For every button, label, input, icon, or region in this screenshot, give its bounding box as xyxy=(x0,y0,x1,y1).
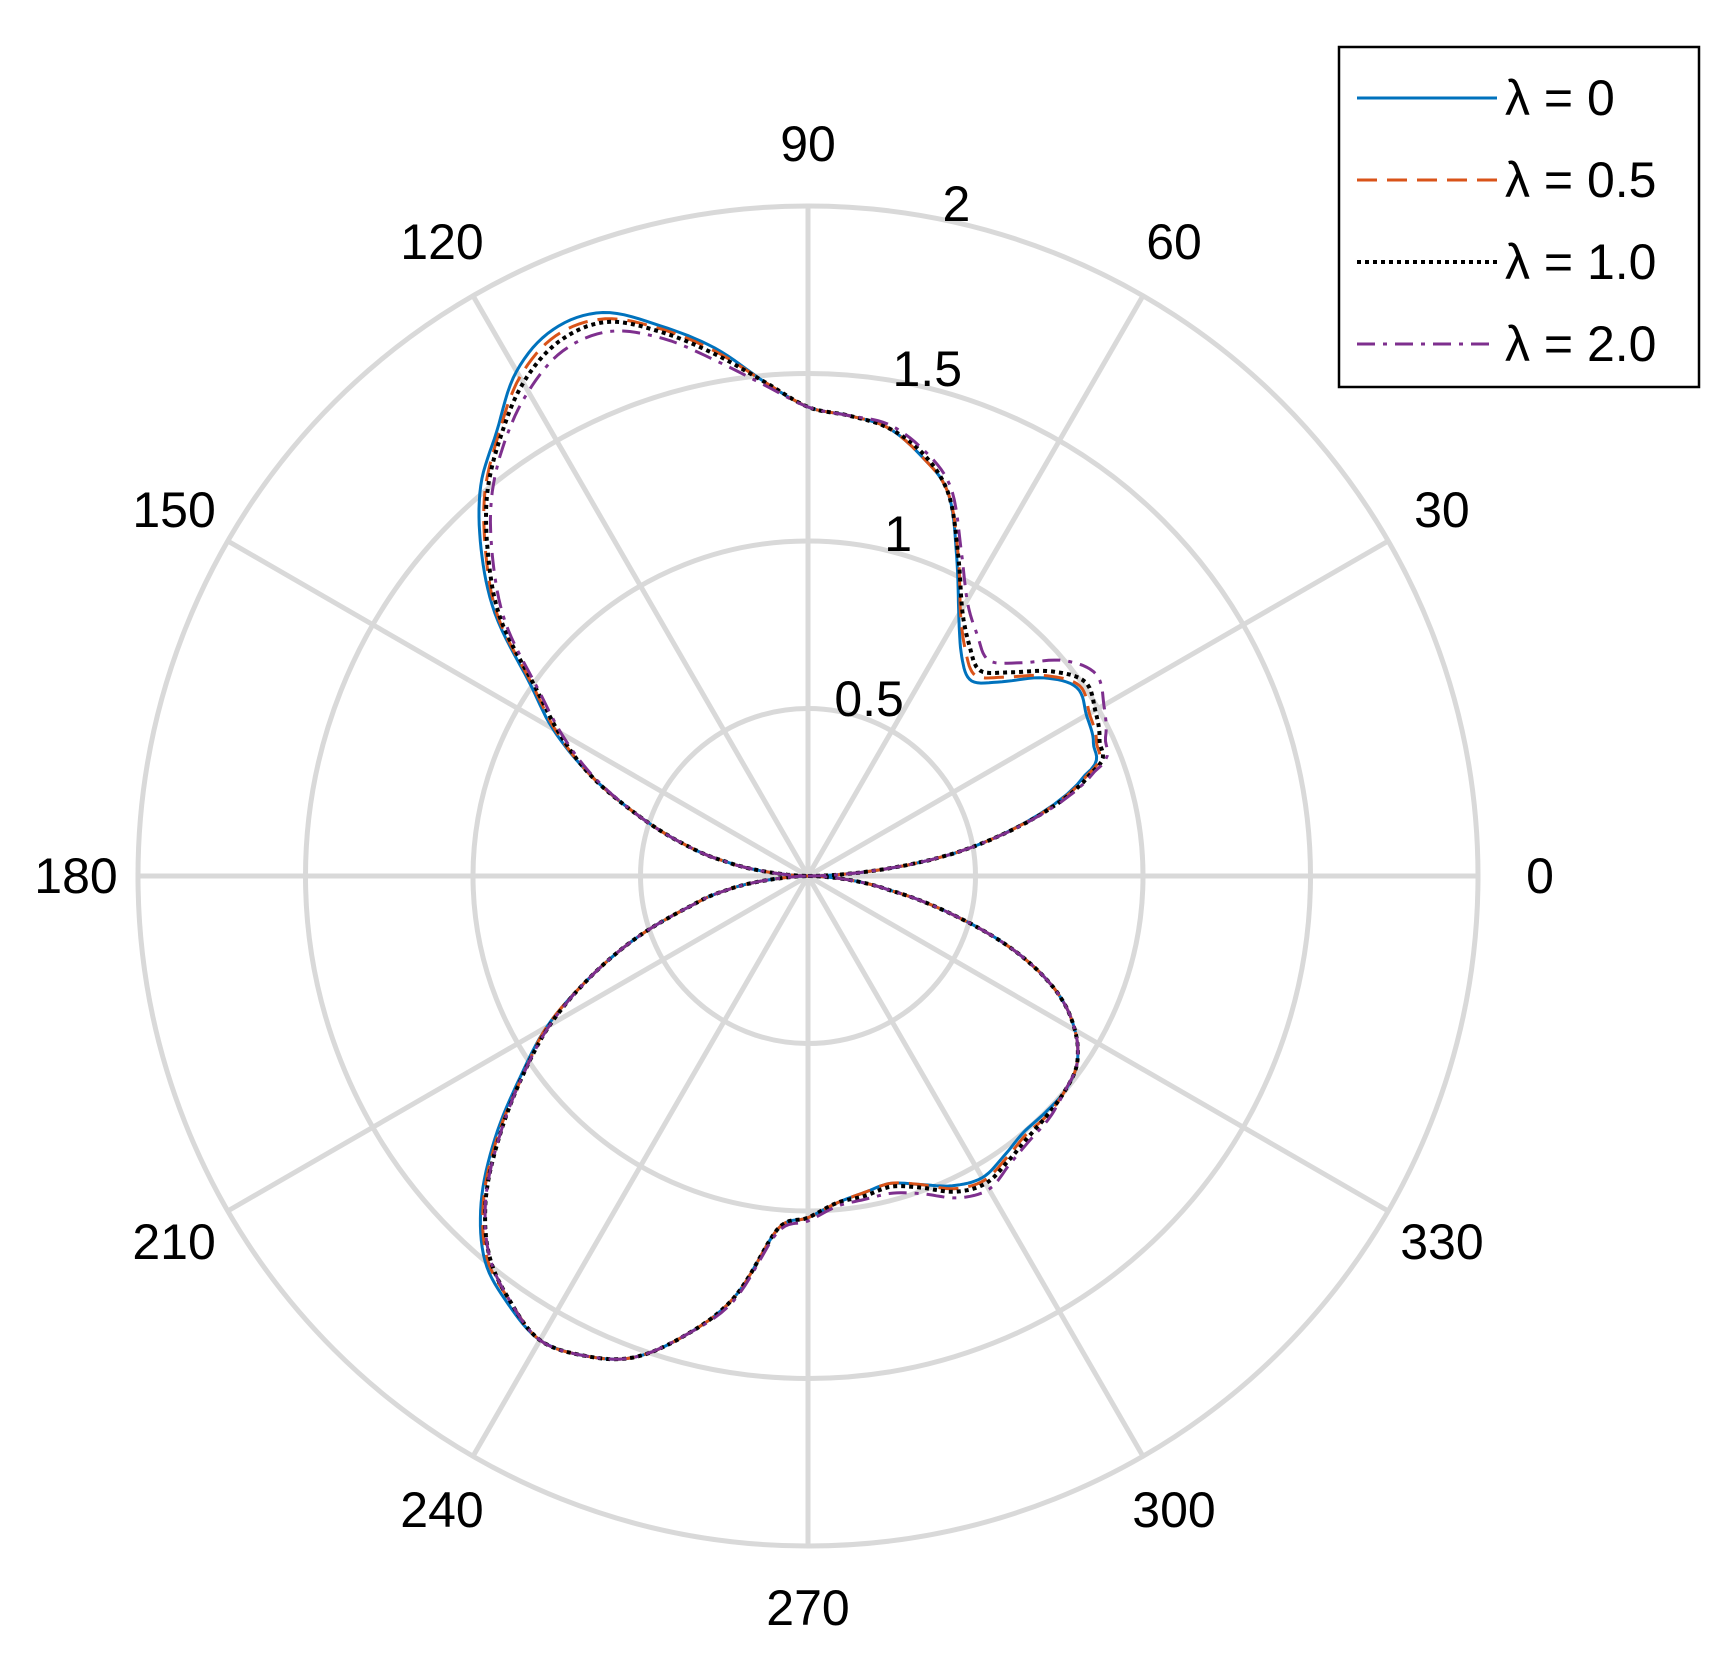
grid-spoke-4 xyxy=(470,294,811,878)
polar-grid xyxy=(135,203,1481,1549)
angle-tick-label-7: 210 xyxy=(132,1214,215,1270)
series-lines xyxy=(477,310,1110,1362)
legend: λ = 0 λ = 0.5 λ = 1.0 λ = 2.0 xyxy=(1337,45,1701,389)
radial-tick-label-3: 2 xyxy=(942,176,970,232)
angle-tick-label-9: 270 xyxy=(766,1580,849,1636)
legend-label-3: λ = 2.0 xyxy=(1505,316,1657,372)
grid-spoke-7 xyxy=(226,873,810,1214)
angle-tick-label-4: 120 xyxy=(400,214,483,270)
angle-tick-label-8: 240 xyxy=(400,1482,483,1538)
radial-tick-label-1: 1 xyxy=(884,506,912,562)
angle-tick-label-11: 330 xyxy=(1400,1214,1483,1270)
grid-spoke-8 xyxy=(470,874,811,1458)
series-line-1 xyxy=(481,317,1102,1361)
legend-label-1: λ = 0.5 xyxy=(1505,152,1657,208)
angle-tick-label-3: 90 xyxy=(780,116,836,172)
legend-label-0: λ = 0 xyxy=(1505,70,1615,126)
grid-spoke-11 xyxy=(806,873,1390,1214)
grid-spoke-5 xyxy=(226,538,810,879)
radial-tick-label-2: 1.5 xyxy=(893,341,963,397)
angle-tick-label-2: 60 xyxy=(1146,214,1202,270)
angle-tick-label-5: 150 xyxy=(132,482,215,538)
series-line-2 xyxy=(483,319,1106,1362)
angle-tick-label-1: 30 xyxy=(1414,482,1470,538)
angle-tick-label-6: 180 xyxy=(34,848,117,904)
angle-tick-label-10: 300 xyxy=(1132,1482,1215,1538)
legend-box xyxy=(1337,45,1701,389)
series-line-3 xyxy=(483,329,1110,1361)
tick-labels: 0 30 60 90 120 150 180 210 240 270 300 330 0.5 1 1.5 2 xyxy=(34,116,1554,1636)
grid-spoke-2 xyxy=(805,294,1146,878)
legend-label-2: λ = 1.0 xyxy=(1505,234,1657,290)
grid-spoke-10 xyxy=(805,874,1146,1458)
grid-spoke-1 xyxy=(806,538,1390,879)
angle-tick-label-0: 0 xyxy=(1526,848,1554,904)
radial-tick-label-0: 0.5 xyxy=(834,671,904,727)
